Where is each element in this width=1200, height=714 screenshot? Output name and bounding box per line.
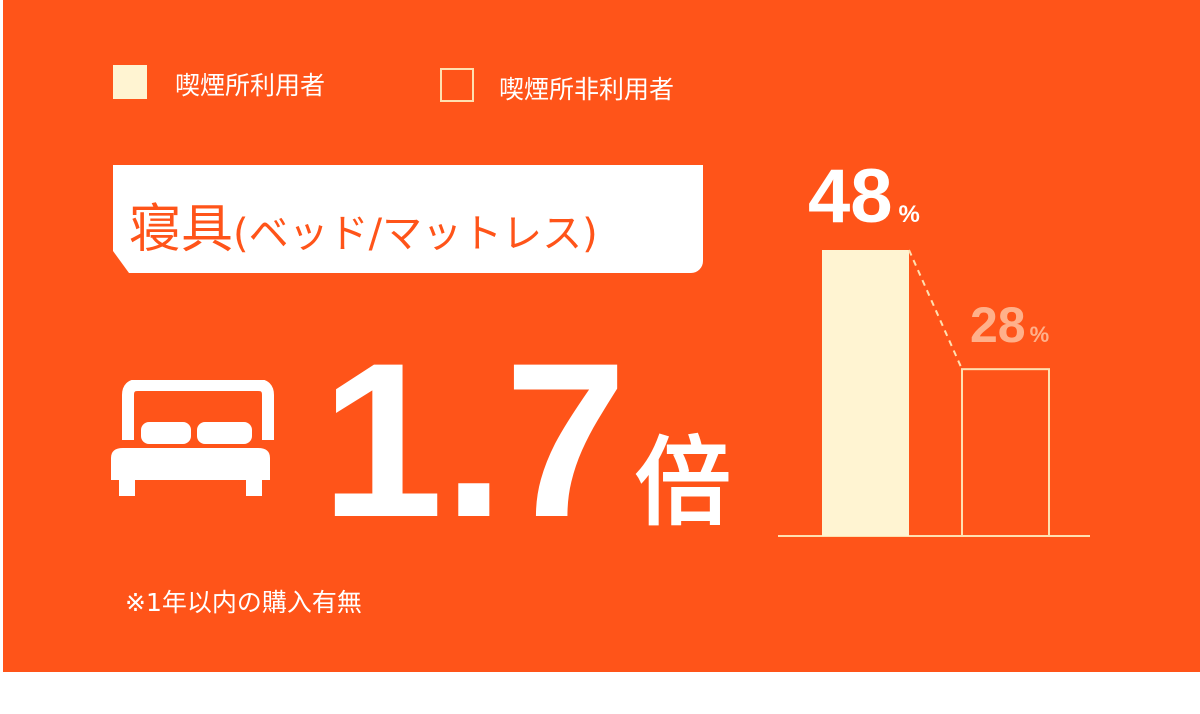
data-label-non-users: 28% [970, 297, 1049, 353]
category-title-main: 寝具 [129, 200, 234, 260]
category-title-sub: (ベッド/マットレス) [233, 211, 598, 257]
connector-dashed-line [908, 249, 963, 370]
bed-icon [111, 380, 274, 496]
category-title-box: 寝具(ベッド/マットレス) [113, 165, 703, 273]
ratio-row: 1.7 倍 [321, 330, 731, 550]
legend-label-users: 喫煙所利用者 [175, 71, 326, 100]
data-label-users: 48% [808, 154, 920, 239]
category-title: 寝具(ベッド/マットレス) [129, 187, 598, 262]
legend-swatch-non-users [440, 68, 474, 102]
legend-label-non-users: 喫煙所非利用者 [499, 75, 675, 104]
bar-non-users [961, 368, 1050, 537]
ratio-value: 1.7 [321, 317, 627, 563]
ratio-unit: 倍 [634, 427, 731, 539]
infographic-panel: 喫煙所利用者 喫煙所非利用者 寝具(ベッド/マットレス) 1.7 倍 ※1年以内… [3, 0, 1200, 672]
footnote: ※1年以内の購入有無 [125, 588, 362, 617]
legend-swatch-users [113, 65, 147, 99]
bar-users [822, 250, 909, 536]
